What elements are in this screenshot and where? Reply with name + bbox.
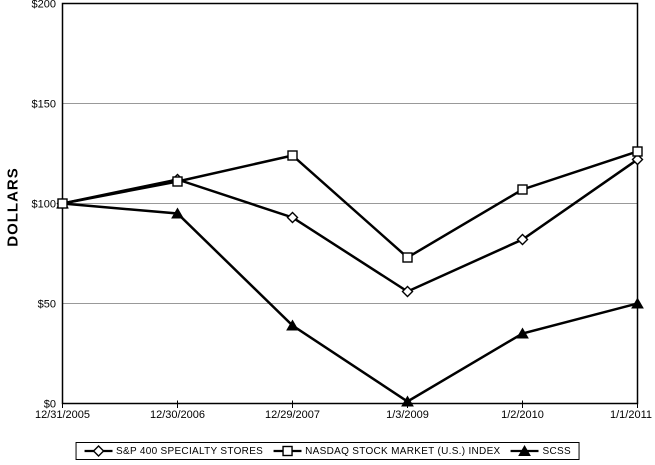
legend-series-marker-icon (273, 445, 302, 457)
legend-label: S&P 400 SPECIALTY STORES (116, 445, 264, 457)
square-marker-icon (57, 198, 68, 209)
square-marker-icon (402, 252, 413, 263)
x-tick-label: 1/3/2009 (386, 409, 429, 421)
y-tick-label: $150 (32, 99, 56, 111)
diamond-marker-icon (516, 233, 529, 246)
diamond-marker-icon (631, 153, 644, 166)
square-marker-icon (287, 150, 298, 161)
square-marker-icon (281, 445, 293, 457)
y-tick-label: $100 (32, 199, 56, 211)
triangle-marker-icon (401, 395, 414, 407)
triangle-marker-icon (518, 445, 531, 456)
legend-label: NASDAQ STOCK MARKET (U.S.) INDEX (305, 445, 501, 457)
x-tick-label: 12/31/2005 (35, 409, 90, 421)
series-line-0 (62, 158, 639, 293)
x-tick-label: 1/1/2011 (610, 409, 652, 421)
legend-item: SCSS (510, 445, 571, 457)
series-line-2 (62, 202, 638, 403)
diamond-marker-icon (401, 285, 414, 298)
legend-item: NASDAQ STOCK MARKET (U.S.) INDEX (273, 445, 500, 457)
triangle-marker-icon (286, 319, 299, 331)
legend: S&P 400 SPECIALTY STORES NASDAQ STOCK MAR… (75, 442, 580, 460)
triangle-marker-icon (516, 327, 529, 339)
series-line-1 (62, 150, 638, 260)
chart-plot-area: $0 $50 $100 $150 $200 12/31/2005 12/30/2006 12/… (32, 0, 652, 421)
square-marker-icon (632, 146, 643, 157)
legend-label: SCSS (542, 445, 571, 457)
y-tick-label: $200 (32, 0, 56, 11)
square-marker-icon (172, 176, 183, 187)
legend-item: S&P 400 SPECIALTY STORES (84, 445, 263, 457)
legend-series-marker-icon (510, 445, 539, 456)
y-tick-label: $0 (44, 399, 56, 411)
triangle-marker-icon (631, 297, 644, 309)
legend-series-marker-icon (84, 445, 113, 457)
triangle-marker-icon (171, 207, 184, 219)
y-axis-title: DOLLARS (4, 167, 22, 247)
x-tick-label: 12/29/2007 (265, 409, 320, 421)
y-tick-label: $50 (38, 299, 56, 311)
x-tick-label: 12/30/2006 (150, 409, 205, 421)
x-tick-label: 1/2/2010 (501, 409, 544, 421)
diamond-marker-icon (286, 211, 299, 224)
diamond-marker-icon (92, 445, 105, 457)
square-marker-icon (517, 184, 528, 195)
